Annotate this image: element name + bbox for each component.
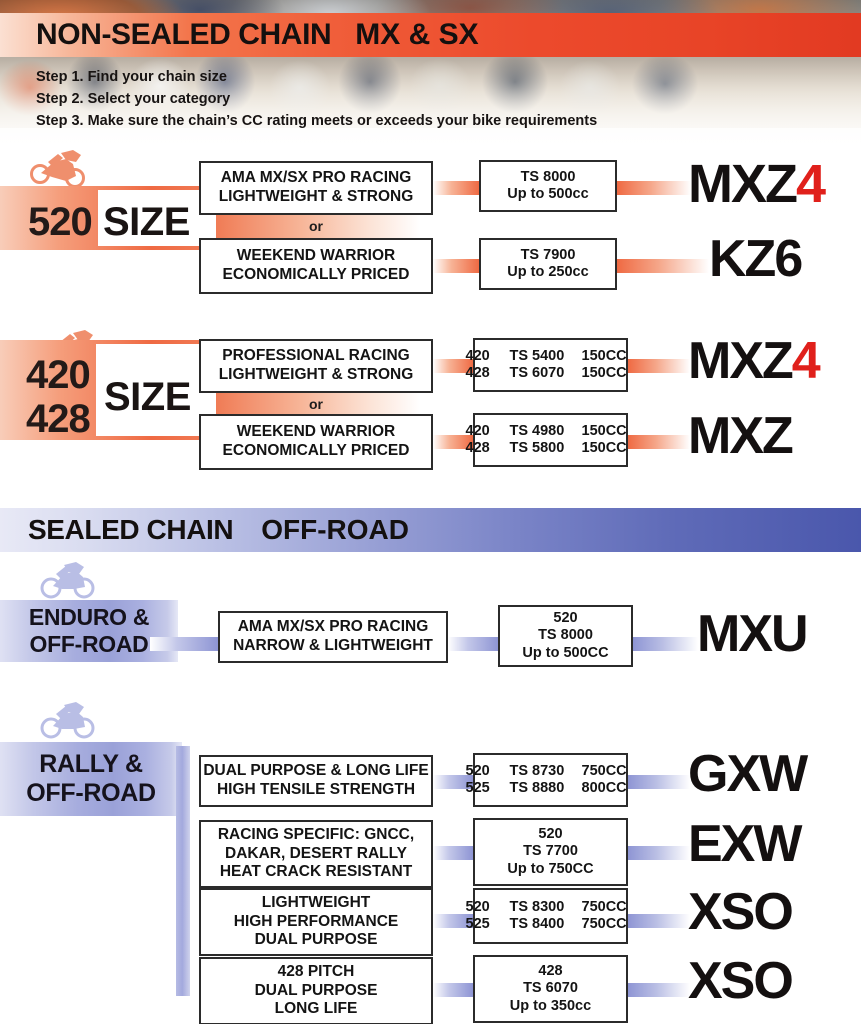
spec-box-520-row2: TS 7900 Up to 250cc bbox=[479, 238, 617, 290]
connector-520-row1-out bbox=[617, 181, 691, 195]
category-rally-line2: OFF-ROAD bbox=[26, 779, 156, 807]
category-block-rally: RALLY & OFF-ROAD bbox=[0, 742, 182, 816]
product-name-rally-row3: XSO bbox=[688, 883, 794, 941]
category-rally-line1: RALLY & bbox=[39, 750, 143, 778]
spec-box-rally-row2: 520 TS 7700 Up to 750CC bbox=[473, 818, 628, 886]
step-3: Step 3. Make sure the chain’s CC rating … bbox=[36, 113, 598, 130]
category-enduro-line2: OFF-ROAD bbox=[29, 631, 149, 657]
connector-420-row2-in bbox=[433, 435, 473, 449]
description-box-rally-row1: DUAL PURPOSE & LONG LIFE HIGH TENSILE ST… bbox=[199, 755, 433, 807]
description-box-rally-row4: 428 PITCH DUAL PURPOSE LONG LIFE bbox=[199, 957, 433, 1024]
motocross-bike-icon-small-520 bbox=[30, 150, 85, 188]
product-name-520-row2: KZ6 bbox=[709, 230, 803, 288]
spec-box-rally-row1: 520 TS 8730 750CC 525 TS 8880 800CC bbox=[466, 753, 628, 807]
connector-rally-row4-in bbox=[433, 983, 473, 997]
size-word-520: SIZE bbox=[103, 200, 190, 244]
spec-box-420-row1: 420 TS 5400 150CC 428 TS 6070 150CC bbox=[466, 338, 628, 392]
description-box-520-row1: AMA MX/SX PRO RACING LIGHTWEIGHT & STRON… bbox=[199, 161, 433, 215]
connector-rally-row3-out bbox=[628, 914, 690, 928]
step-2: Step 2. Select your category bbox=[36, 91, 231, 108]
non-sealed-chain-subtitle: MX & SX bbox=[355, 18, 479, 51]
spec-box-420-row2: 420 TS 4980 150CC 428 TS 5800 150CC bbox=[466, 413, 628, 467]
size-number-520: 520 bbox=[28, 200, 93, 244]
connector-enduro-row1-out bbox=[633, 637, 698, 651]
spec-box-520-row1: TS 8000 Up to 500cc bbox=[479, 160, 617, 212]
instruction-steps: Step 1. Find your chain size Step 2. Sel… bbox=[36, 66, 716, 132]
description-box-520-row2: WEEKEND WARRIOR ECONOMICALLY PRICED bbox=[199, 238, 433, 294]
connector-rally-row3-in bbox=[433, 914, 473, 928]
connector-520-row2-out bbox=[617, 259, 709, 273]
step-1: Step 1. Find your chain size bbox=[36, 69, 227, 85]
non-sealed-chain-banner: NON-SEALED CHAIN MX & SX bbox=[0, 13, 861, 57]
product-name-enduro-row1: MXU bbox=[697, 605, 809, 663]
category-enduro-line1: ENDURO & bbox=[28, 604, 150, 631]
connector-rally-row1-out bbox=[628, 775, 690, 789]
background-bottom-fade bbox=[0, 128, 861, 150]
non-sealed-chain-title: NON-SEALED CHAIN bbox=[36, 18, 332, 51]
connector-420-row2-out bbox=[628, 435, 690, 449]
size-number-428: 428 bbox=[26, 397, 91, 441]
or-separator-420: or bbox=[309, 396, 323, 412]
size-label-white-patch-420 bbox=[96, 344, 216, 436]
description-box-420-row2: WEEKEND WARRIOR ECONOMICALLY PRICED bbox=[199, 414, 433, 470]
or-separator-520: or bbox=[309, 218, 323, 234]
enduro-bike-icon-small-enduro bbox=[40, 562, 95, 599]
connector-rally-row2-in bbox=[433, 846, 473, 860]
product-name-520-row1: MXZ4 bbox=[688, 154, 826, 214]
product-name-rally-row4: XSO bbox=[688, 952, 794, 1010]
product-name-420-row1: MXZ4 bbox=[688, 332, 821, 390]
spec-box-rally-row4: 428 TS 6070 Up to 350cc bbox=[473, 955, 628, 1023]
product-name-rally-row2: EXW bbox=[688, 815, 802, 873]
connector-420-row1-in bbox=[433, 359, 473, 373]
connector-enduro-row1-mid bbox=[448, 637, 498, 651]
rally-vertical-connector bbox=[176, 746, 190, 996]
connector-520-row1-in bbox=[433, 181, 479, 195]
description-box-enduro-row1: AMA MX/SX PRO RACING NARROW & LIGHTWEIGH… bbox=[218, 611, 448, 663]
spec-box-rally-row3: 520 TS 8300 750CC 525 TS 8400 750CC bbox=[466, 888, 628, 944]
sealed-chain-title: SEALED CHAIN bbox=[28, 514, 234, 545]
description-box-420-row1: PROFESSIONAL RACING LIGHTWEIGHT & STRONG bbox=[199, 339, 433, 393]
product-name-420-row2: MXZ bbox=[688, 407, 794, 465]
category-block-enduro: ENDURO & OFF-ROAD bbox=[0, 600, 178, 662]
sealed-chain-subtitle: OFF-ROAD bbox=[261, 514, 409, 545]
connector-rally-row1-in bbox=[433, 775, 473, 789]
spec-box-enduro-row1: 520 TS 8000 Up to 500CC bbox=[498, 605, 633, 667]
product-name-rally-row1: GXW bbox=[688, 745, 808, 803]
size-number-420: 420 bbox=[26, 353, 91, 397]
connector-520-row2-in bbox=[433, 259, 479, 273]
connector-rally-row4-out bbox=[628, 983, 690, 997]
description-box-rally-row3: LIGHTWEIGHT HIGH PERFORMANCE DUAL PURPOS… bbox=[199, 888, 433, 956]
description-box-rally-row2: RACING SPECIFIC: GNCC, DAKAR, DESERT RAL… bbox=[199, 820, 433, 888]
size-word-420-428: SIZE bbox=[104, 375, 191, 419]
connector-rally-row2-out bbox=[628, 846, 690, 860]
connector-enduro-row1-in bbox=[150, 637, 218, 651]
connector-420-row1-out bbox=[628, 359, 690, 373]
sealed-chain-banner: SEALED CHAIN OFF-ROAD bbox=[0, 508, 861, 552]
size-label-white-patch-520 bbox=[98, 190, 216, 246]
enduro-bike-icon-small-rally bbox=[40, 702, 95, 739]
